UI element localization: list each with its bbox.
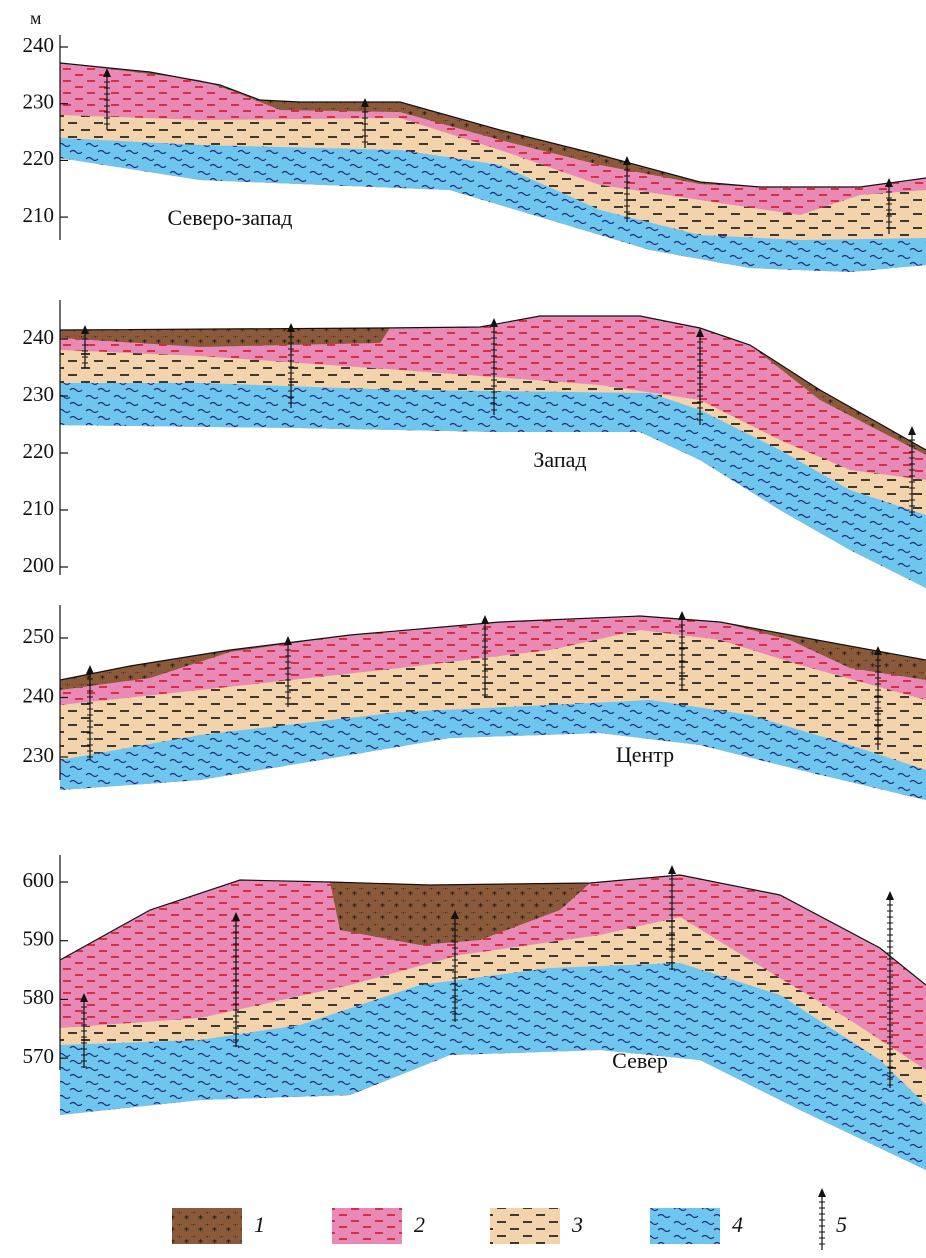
well-head bbox=[86, 665, 94, 674]
section: 240 230 220 210 200 Запад bbox=[23, 300, 926, 588]
section-label: Центр bbox=[616, 742, 674, 767]
well-head bbox=[287, 323, 295, 332]
well-head bbox=[623, 156, 631, 165]
y-tick-label: 580 bbox=[23, 985, 55, 1009]
legend-label: 4 bbox=[732, 1212, 743, 1237]
legend-swatch bbox=[332, 1208, 402, 1244]
y-tick-label: 230 bbox=[23, 90, 55, 114]
layers: 240 230 220 210 Северо-запад 240 230 220 210 200 З… bbox=[23, 33, 926, 1170]
section: 600 590 580 570 Север bbox=[23, 855, 926, 1170]
legend-label: 3 bbox=[571, 1212, 583, 1237]
y-tick-label: 240 bbox=[23, 325, 55, 349]
section: 240 230 220 210 Северо-запад bbox=[23, 33, 926, 272]
y-tick-label: 250 bbox=[23, 624, 55, 648]
well-head bbox=[886, 891, 894, 900]
well-head bbox=[481, 615, 489, 624]
section-label: Северо-запад bbox=[168, 205, 293, 230]
y-tick-label: 220 bbox=[23, 146, 55, 170]
well-head bbox=[284, 636, 292, 645]
legend-swatch bbox=[650, 1208, 720, 1244]
section: 250 240 230 Центр bbox=[23, 605, 926, 800]
y-tick-label: 210 bbox=[23, 496, 55, 520]
y-tick-label: 220 bbox=[23, 439, 55, 463]
axis-unit: м bbox=[30, 8, 41, 28]
section-label: Запад bbox=[533, 447, 586, 472]
legend-swatch bbox=[490, 1208, 560, 1244]
legend-label: 2 bbox=[414, 1212, 425, 1237]
well-head bbox=[818, 1188, 826, 1197]
legend-label: 5 bbox=[836, 1212, 847, 1237]
y-tick-label: 200 bbox=[23, 553, 55, 577]
legend-label: 1 bbox=[254, 1212, 265, 1237]
well-head bbox=[668, 865, 676, 874]
y-tick-label: 570 bbox=[23, 1044, 55, 1068]
y-tick-label: 230 bbox=[23, 743, 55, 767]
legend: 1 2 3 4 5 bbox=[172, 1188, 847, 1250]
y-tick-label: 600 bbox=[23, 868, 55, 892]
well-head bbox=[678, 611, 686, 620]
well-head bbox=[908, 426, 916, 435]
y-tick-label: 240 bbox=[23, 33, 55, 57]
y-tick-label: 590 bbox=[23, 927, 55, 951]
y-tick-label: 210 bbox=[23, 203, 55, 227]
geologic-sections: * * м 240230220210Северо-запад2402302202… bbox=[0, 0, 926, 1253]
y-tick-label: 230 bbox=[23, 382, 55, 406]
well-head bbox=[490, 318, 498, 327]
legend-swatch bbox=[172, 1208, 242, 1244]
y-tick-label: 240 bbox=[23, 683, 55, 707]
section-label: Север bbox=[612, 1048, 668, 1073]
